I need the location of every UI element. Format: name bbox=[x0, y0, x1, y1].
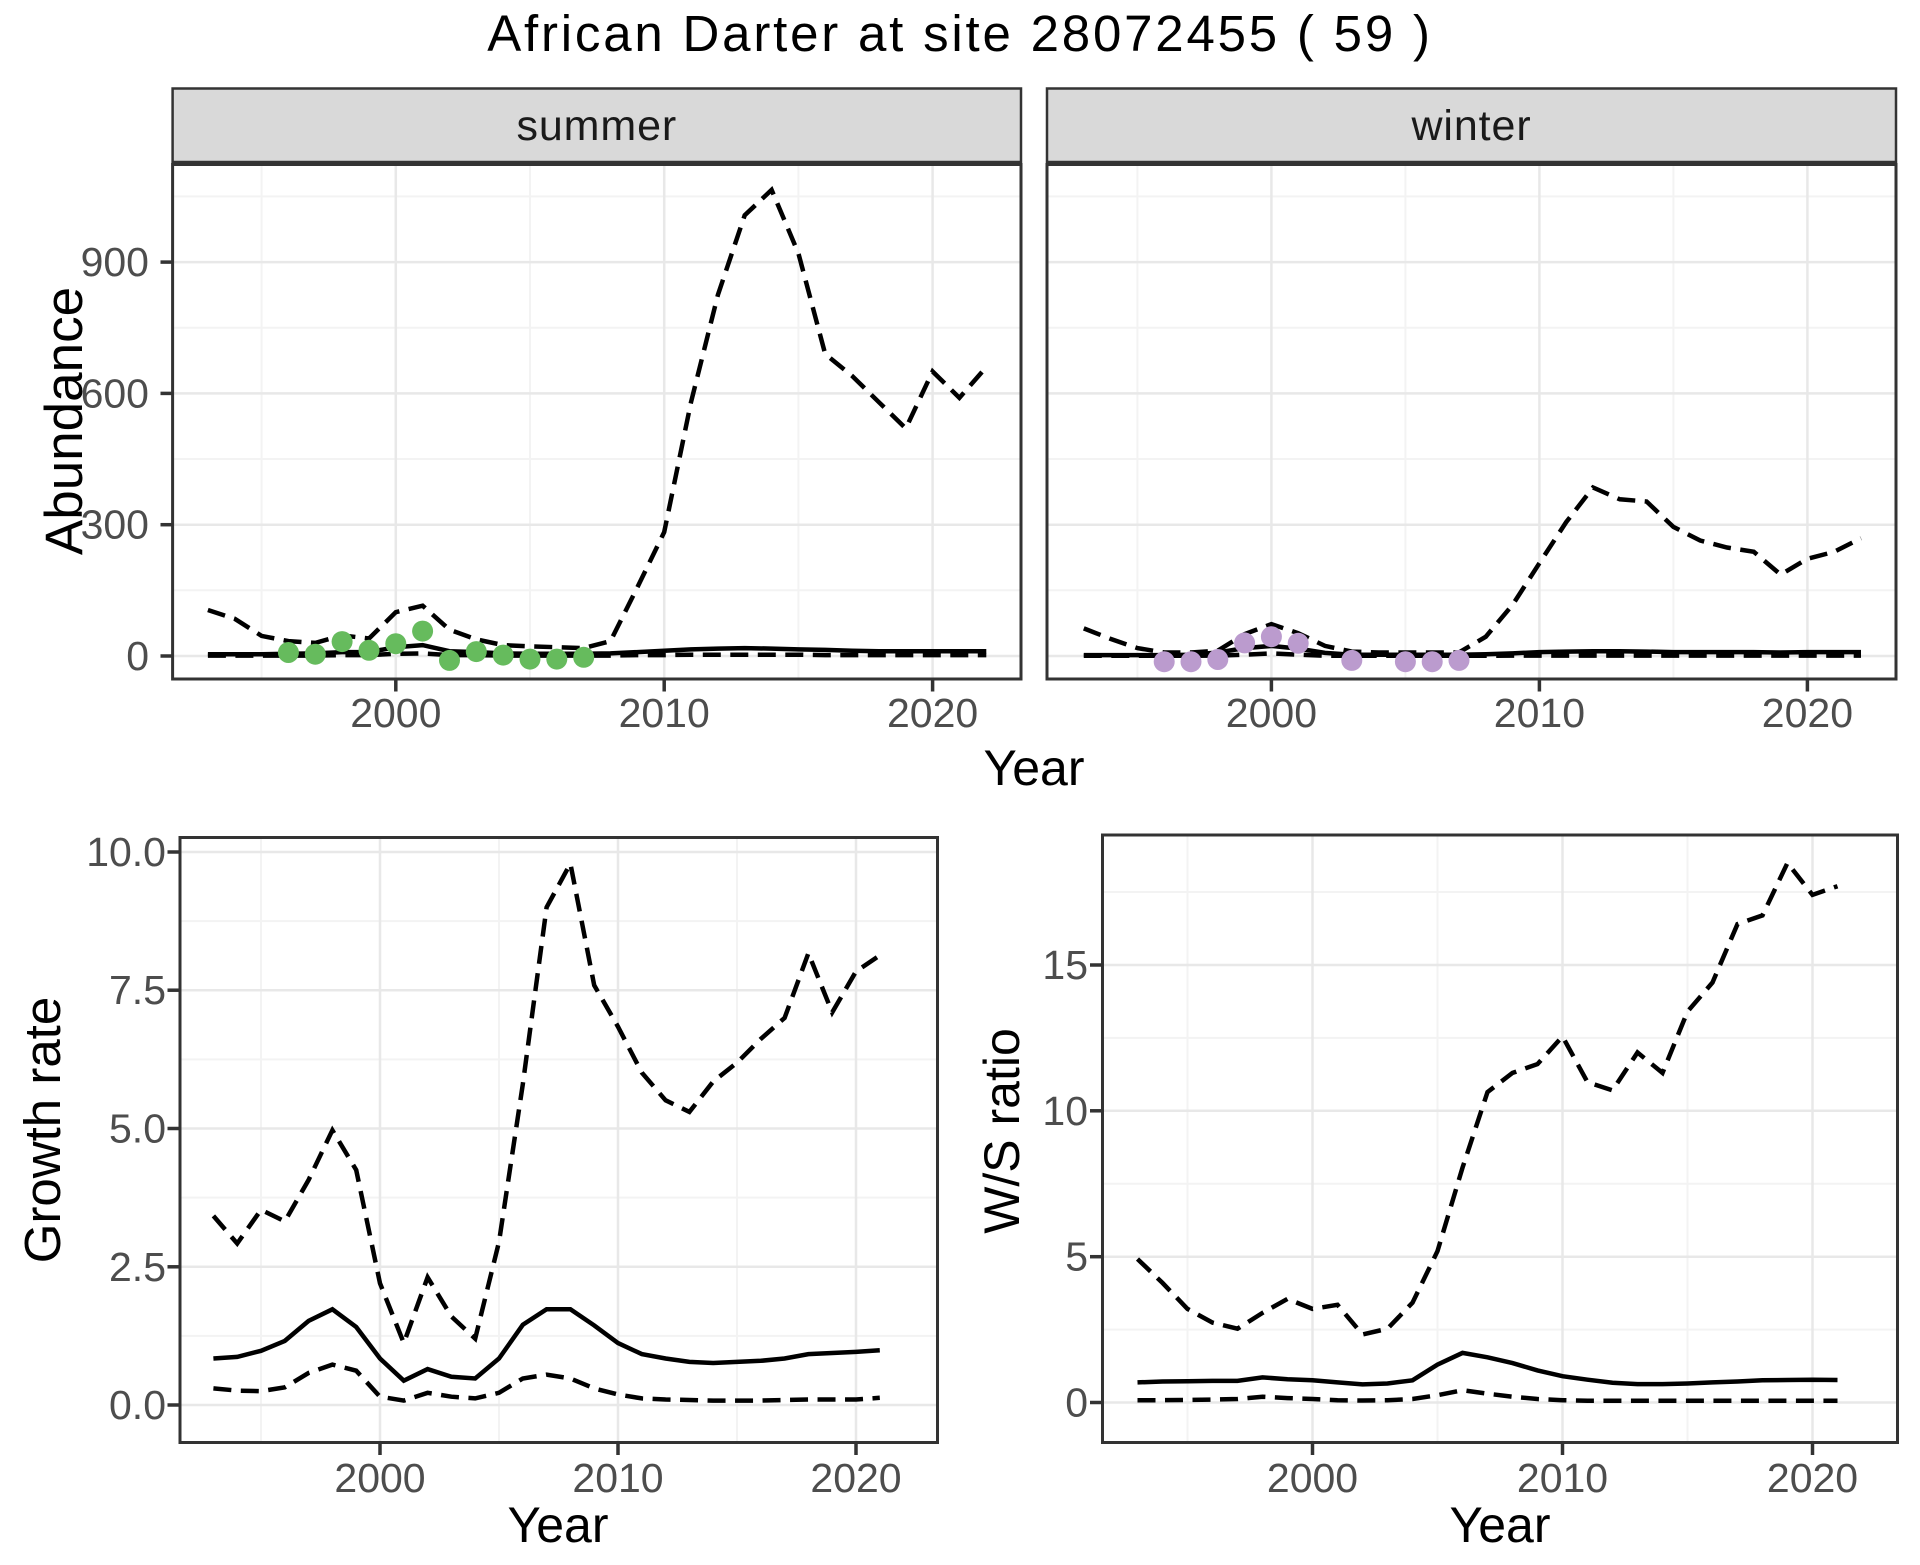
svg-text:2000: 2000 bbox=[1226, 690, 1317, 736]
svg-text:10.0: 10.0 bbox=[86, 829, 166, 875]
svg-text:2010: 2010 bbox=[1494, 690, 1585, 736]
svg-text:Year: Year bbox=[983, 740, 1084, 796]
svg-text:15: 15 bbox=[1042, 942, 1088, 988]
svg-text:0: 0 bbox=[1065, 1380, 1088, 1426]
svg-text:African Darter at site 2807245: African Darter at site 28072455 ( 59 ) bbox=[487, 5, 1433, 62]
svg-text:0: 0 bbox=[126, 633, 149, 679]
svg-text:winter: winter bbox=[1410, 102, 1531, 150]
svg-text:2010: 2010 bbox=[1517, 1455, 1608, 1501]
svg-text:2.5: 2.5 bbox=[109, 1244, 166, 1290]
svg-text:900: 900 bbox=[81, 239, 149, 285]
svg-text:2020: 2020 bbox=[810, 1455, 901, 1501]
svg-text:Year: Year bbox=[507, 1497, 608, 1553]
svg-text:Growth rate: Growth rate bbox=[14, 997, 71, 1263]
svg-text:W/S ratio: W/S ratio bbox=[974, 1028, 1030, 1234]
svg-text:2010: 2010 bbox=[619, 690, 710, 736]
svg-text:10: 10 bbox=[1042, 1088, 1088, 1134]
svg-text:5.0: 5.0 bbox=[109, 1106, 166, 1152]
svg-text:300: 300 bbox=[81, 502, 149, 548]
svg-text:2000: 2000 bbox=[1267, 1455, 1358, 1501]
svg-text:2020: 2020 bbox=[1762, 690, 1853, 736]
svg-text:7.5: 7.5 bbox=[109, 967, 166, 1013]
svg-text:0.0: 0.0 bbox=[109, 1382, 166, 1428]
svg-text:5: 5 bbox=[1065, 1234, 1088, 1280]
svg-text:summer: summer bbox=[516, 102, 677, 150]
svg-text:2020: 2020 bbox=[1767, 1455, 1858, 1501]
svg-text:2000: 2000 bbox=[350, 690, 441, 736]
svg-text:2000: 2000 bbox=[334, 1455, 425, 1501]
svg-text:Abundance: Abundance bbox=[35, 287, 94, 555]
svg-text:600: 600 bbox=[81, 370, 149, 416]
svg-text:2010: 2010 bbox=[572, 1455, 663, 1501]
svg-text:Year: Year bbox=[1449, 1497, 1550, 1553]
svg-text:2020: 2020 bbox=[887, 690, 978, 736]
